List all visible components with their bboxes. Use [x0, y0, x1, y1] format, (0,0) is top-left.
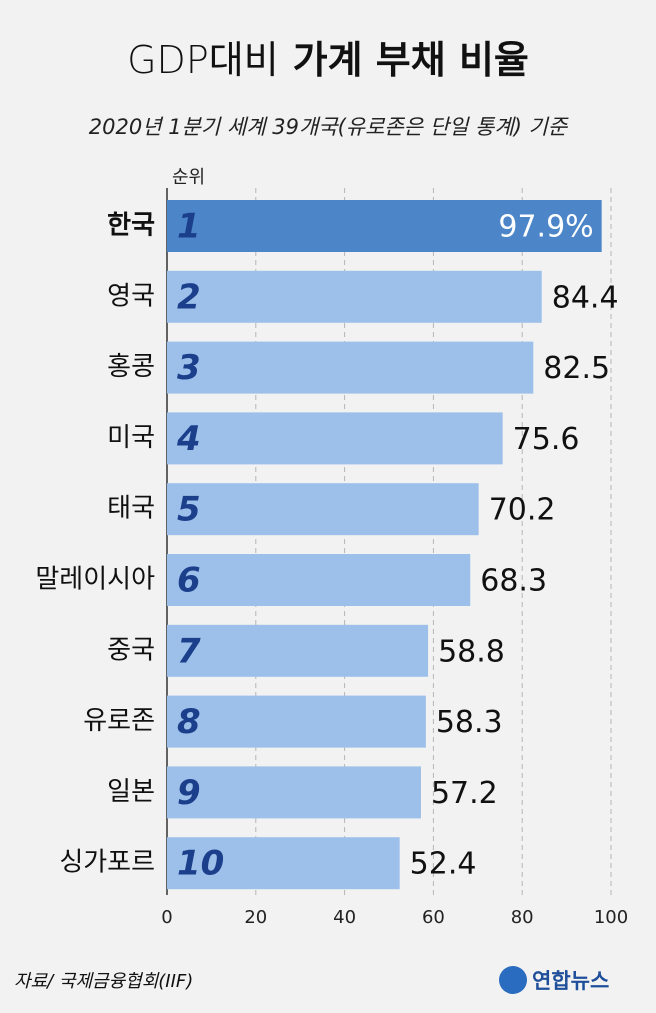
rank-label: 4: [176, 419, 201, 459]
rank-label: 8: [177, 702, 201, 742]
value-label: 70.2: [489, 493, 556, 528]
chart-title: GDP대비 가계 부채 비율: [127, 38, 529, 82]
bar: [167, 837, 400, 890]
category-label: 싱가포르: [59, 848, 155, 878]
bar: [167, 341, 534, 394]
source: 자료/ 국제금융협회(IIF): [14, 971, 193, 992]
x-tick-label: 40: [333, 907, 356, 928]
rank-label: 2: [177, 277, 201, 317]
category-label: 홍콩: [107, 352, 155, 382]
rank-label: 5: [177, 490, 201, 530]
rank-label: 10: [177, 844, 224, 884]
rank-label: 9: [177, 773, 201, 813]
bar: [167, 766, 421, 819]
bar: [167, 412, 503, 465]
bar: [167, 624, 429, 677]
rank-header: 순위: [172, 167, 205, 188]
category-label: 중국: [107, 635, 155, 665]
value-label: 58.8: [438, 634, 505, 669]
value-label: 58.3: [436, 705, 503, 740]
value-label: 84.4: [552, 280, 619, 315]
category-label: 유로존: [83, 706, 155, 736]
value-label: 82.5: [543, 351, 610, 386]
value-label: 97.9%: [498, 210, 593, 245]
x-tick-label: 20: [244, 907, 267, 928]
category-label: 영국: [107, 281, 155, 311]
logo-mark: [499, 966, 527, 994]
x-tick-label: 60: [422, 907, 445, 928]
rank-label: 3: [177, 348, 201, 388]
rank-label: 6: [177, 561, 201, 601]
rank-label: 7: [177, 631, 201, 671]
x-tick-label: 0: [161, 907, 172, 928]
logo-text: 연합뉴스: [532, 969, 609, 993]
title-bold: 가계 부채 비율: [293, 38, 529, 82]
subtitle: 2020년 1분기 세계 39개국(유로존은 단일 통계) 기준: [89, 115, 569, 139]
value-label: 57.2: [431, 776, 498, 811]
x-tick-label: 100: [594, 907, 628, 928]
category-label: 태국: [107, 494, 155, 524]
category-label: 한국: [107, 211, 155, 241]
x-tick-label: 80: [511, 907, 534, 928]
value-label: 52.4: [410, 847, 477, 882]
category-label: 일본: [107, 777, 155, 807]
category-label: 미국: [107, 423, 155, 453]
value-label: 68.3: [480, 564, 547, 599]
logo: 연합뉴스: [499, 966, 609, 994]
value-label: 75.6: [513, 422, 580, 457]
bar: [167, 695, 426, 748]
rank-label: 1: [177, 207, 201, 247]
title-light: GDP대비: [127, 38, 279, 82]
category-label: 말레이시아: [35, 565, 155, 595]
bar: [167, 270, 542, 323]
bar: [167, 200, 602, 252]
bar: [167, 554, 471, 606]
bar: [167, 483, 479, 536]
